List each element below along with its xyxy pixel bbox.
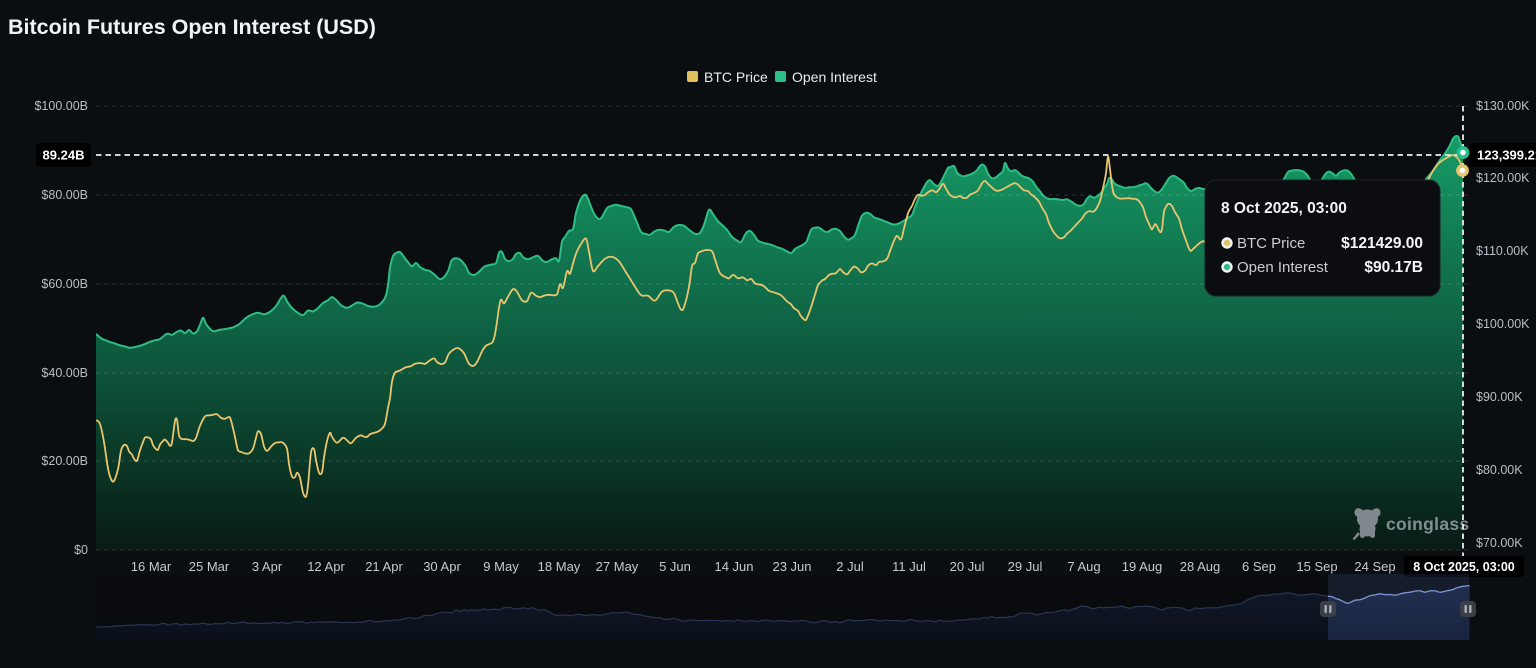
svg-text:$100.00K: $100.00K (1476, 317, 1530, 331)
svg-text:$40.00B: $40.00B (41, 366, 88, 380)
svg-text:19 Aug: 19 Aug (1122, 559, 1163, 574)
svg-text:$110.00K: $110.00K (1476, 244, 1529, 258)
svg-text:20 Jul: 20 Jul (950, 559, 985, 574)
svg-text:28 Aug: 28 Aug (1180, 559, 1221, 574)
svg-text:123,399.21: 123,399.21 (1477, 148, 1536, 163)
svg-text:6 Sep: 6 Sep (1242, 559, 1276, 574)
svg-text:21 Apr: 21 Apr (365, 559, 403, 574)
svg-text:BTC Price: BTC Price (1237, 235, 1305, 252)
svg-text:$20.00B: $20.00B (41, 454, 88, 468)
svg-text:$90.00K: $90.00K (1476, 390, 1523, 404)
svg-text:18 May: 18 May (538, 559, 581, 574)
svg-text:$130.00K: $130.00K (1476, 99, 1530, 113)
svg-text:16 Mar: 16 Mar (131, 559, 172, 574)
svg-text:29 Jul: 29 Jul (1008, 559, 1043, 574)
svg-text:$100.00B: $100.00B (34, 99, 88, 113)
svg-text:15 Sep: 15 Sep (1296, 559, 1337, 574)
svg-text:11 Jul: 11 Jul (892, 559, 926, 574)
svg-text:8 Oct 2025, 03:00: 8 Oct 2025, 03:00 (1413, 560, 1515, 574)
svg-text:$120.00K: $120.00K (1476, 171, 1530, 185)
svg-text:24 Sep: 24 Sep (1354, 559, 1395, 574)
svg-text:$121429.00: $121429.00 (1341, 235, 1423, 252)
svg-text:30 Apr: 30 Apr (423, 559, 461, 574)
svg-text:27 May: 27 May (596, 559, 639, 574)
svg-text:12 Apr: 12 Apr (307, 559, 345, 574)
svg-text:Open Interest: Open Interest (792, 69, 877, 85)
svg-text:23 Jun: 23 Jun (772, 559, 811, 574)
svg-text:$80.00B: $80.00B (41, 188, 88, 202)
svg-text:$70.00K: $70.00K (1476, 536, 1523, 550)
svg-text:coinglass: coinglass (1386, 514, 1469, 534)
svg-text:3 Apr: 3 Apr (252, 559, 283, 574)
svg-text:89.24B: 89.24B (43, 148, 85, 163)
svg-text:$60.00B: $60.00B (41, 277, 88, 291)
svg-text:$0: $0 (74, 543, 88, 557)
svg-text:8 Oct 2025, 03:00: 8 Oct 2025, 03:00 (1221, 200, 1347, 217)
svg-text:$80.00K: $80.00K (1476, 463, 1523, 477)
svg-text:9 May: 9 May (483, 559, 519, 574)
svg-text:Bitcoin Futures Open Interest: Bitcoin Futures Open Interest (USD) (8, 15, 376, 39)
svg-text:25 Mar: 25 Mar (189, 559, 230, 574)
svg-text:$90.17B: $90.17B (1364, 259, 1423, 276)
svg-text:14 Jun: 14 Jun (714, 559, 753, 574)
svg-text:Open Interest: Open Interest (1237, 259, 1329, 276)
svg-text:7 Aug: 7 Aug (1067, 559, 1100, 574)
svg-text:2 Jul: 2 Jul (836, 559, 864, 574)
svg-text:5 Jun: 5 Jun (659, 559, 691, 574)
svg-text:BTC Price: BTC Price (704, 69, 768, 85)
